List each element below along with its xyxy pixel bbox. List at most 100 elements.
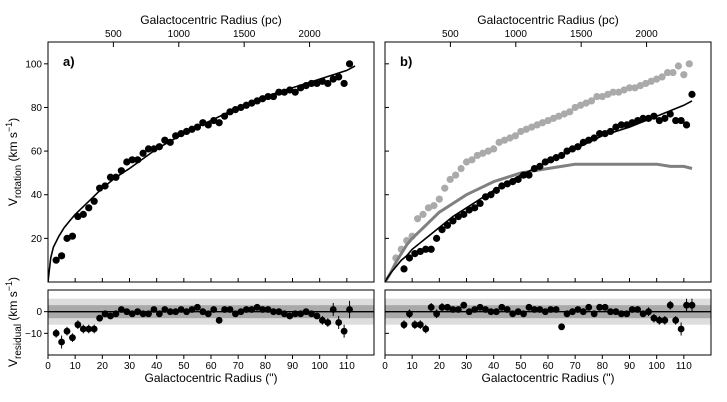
residual-point [601, 303, 609, 311]
reference-point [414, 215, 422, 223]
reference-point [566, 108, 574, 116]
residual-point [416, 321, 424, 329]
observed-point [297, 84, 305, 92]
reference-point [609, 88, 617, 96]
observed-point [345, 60, 354, 68]
residual-point [552, 306, 560, 313]
residual-point [433, 310, 441, 318]
y-axis-title-residual: Vresidual (km s−1) [4, 277, 24, 367]
residual-point [270, 308, 277, 316]
residual-point [661, 316, 669, 324]
residual-point [96, 314, 104, 322]
reference-point [647, 77, 655, 85]
x-tick-label: 20 [97, 361, 109, 372]
observed-point [460, 210, 468, 218]
observed-point [302, 82, 310, 90]
residual-point [503, 306, 511, 313]
residual-y-tick-label: −10 [25, 329, 42, 340]
residual-point [161, 306, 169, 313]
top-axis-title: Galactocentric Radius (pc) [140, 13, 281, 27]
reference-point [462, 158, 471, 166]
observed-point [574, 143, 582, 151]
reference-point [528, 123, 536, 131]
model-fit-curve [385, 100, 693, 282]
top-axis-tick-label: 1000 [505, 29, 528, 40]
residual-point [79, 325, 87, 333]
reference-point [560, 110, 568, 118]
y-axis-title-main: Vrotation (km s−1) [4, 118, 24, 206]
observed-point [264, 92, 272, 101]
residual-point [259, 306, 267, 313]
observed-point [634, 116, 642, 125]
observed-point [612, 123, 620, 131]
observed-point [606, 127, 615, 136]
observed-point [139, 149, 147, 157]
residual-point [590, 310, 598, 318]
residual-point [74, 321, 82, 329]
observed-point [329, 75, 337, 83]
observed-point [128, 156, 136, 164]
residual-point [302, 308, 310, 316]
observed-point [596, 130, 604, 138]
observed-point [666, 110, 674, 118]
residual-point [547, 306, 555, 313]
observed-point [313, 79, 321, 88]
residual-point [232, 310, 239, 318]
residual-point [286, 312, 294, 320]
observed-point [57, 252, 66, 260]
observed-point [655, 116, 663, 125]
residual-point [297, 310, 305, 318]
residual-point [324, 319, 332, 326]
reference-point [419, 210, 427, 218]
observed-point [90, 197, 98, 205]
residual-point [215, 316, 223, 324]
residual-point [139, 310, 147, 318]
residual-point [329, 306, 337, 313]
residual-point [449, 306, 457, 313]
residual-point [498, 303, 506, 311]
x-tick-label: 0 [45, 361, 51, 372]
observed-point [481, 193, 490, 201]
observed-point [155, 143, 163, 151]
residual-point [688, 301, 696, 309]
reference-point [658, 73, 666, 81]
observed-point [172, 132, 180, 140]
observed-point [144, 145, 153, 153]
residual-point [406, 310, 413, 318]
residual-point [275, 308, 283, 316]
top-axis-tick-label: 1500 [570, 29, 593, 40]
observed-point [335, 73, 343, 81]
residual-point [617, 310, 625, 318]
observed-point [449, 217, 457, 225]
top-axis-tick-label: 500 [442, 29, 459, 40]
reference-point [468, 156, 476, 164]
main-y-tick-label: 40 [31, 190, 43, 201]
residual-point [340, 327, 348, 335]
observed-point [568, 145, 577, 153]
x-tick-label: 70 [570, 361, 582, 372]
residual-point [308, 310, 315, 318]
residual-point [623, 310, 631, 318]
reference-point [598, 92, 606, 101]
residual-point [107, 312, 114, 320]
observed-point [454, 212, 462, 221]
observed-point [503, 180, 511, 188]
reference-point [631, 84, 639, 92]
reference-point [544, 116, 552, 125]
observed-point [318, 77, 326, 85]
residual-point [612, 308, 620, 316]
observed-point [688, 90, 696, 98]
x-tick-label: 90 [624, 361, 636, 372]
y-axis-title-main-unit: (km s [6, 132, 20, 165]
top-axis-tick-label: 500 [105, 29, 122, 40]
reference-point [538, 119, 547, 127]
residual-point [248, 306, 256, 313]
residual-point [427, 303, 435, 311]
observed-point [242, 101, 250, 109]
observed-point [161, 136, 169, 144]
residual-point [63, 327, 71, 335]
residual-point [188, 306, 196, 313]
residual-point [69, 334, 76, 342]
panel-a: Galactocentric Radius (pc)500 1000 1500 200… [25, 13, 375, 385]
